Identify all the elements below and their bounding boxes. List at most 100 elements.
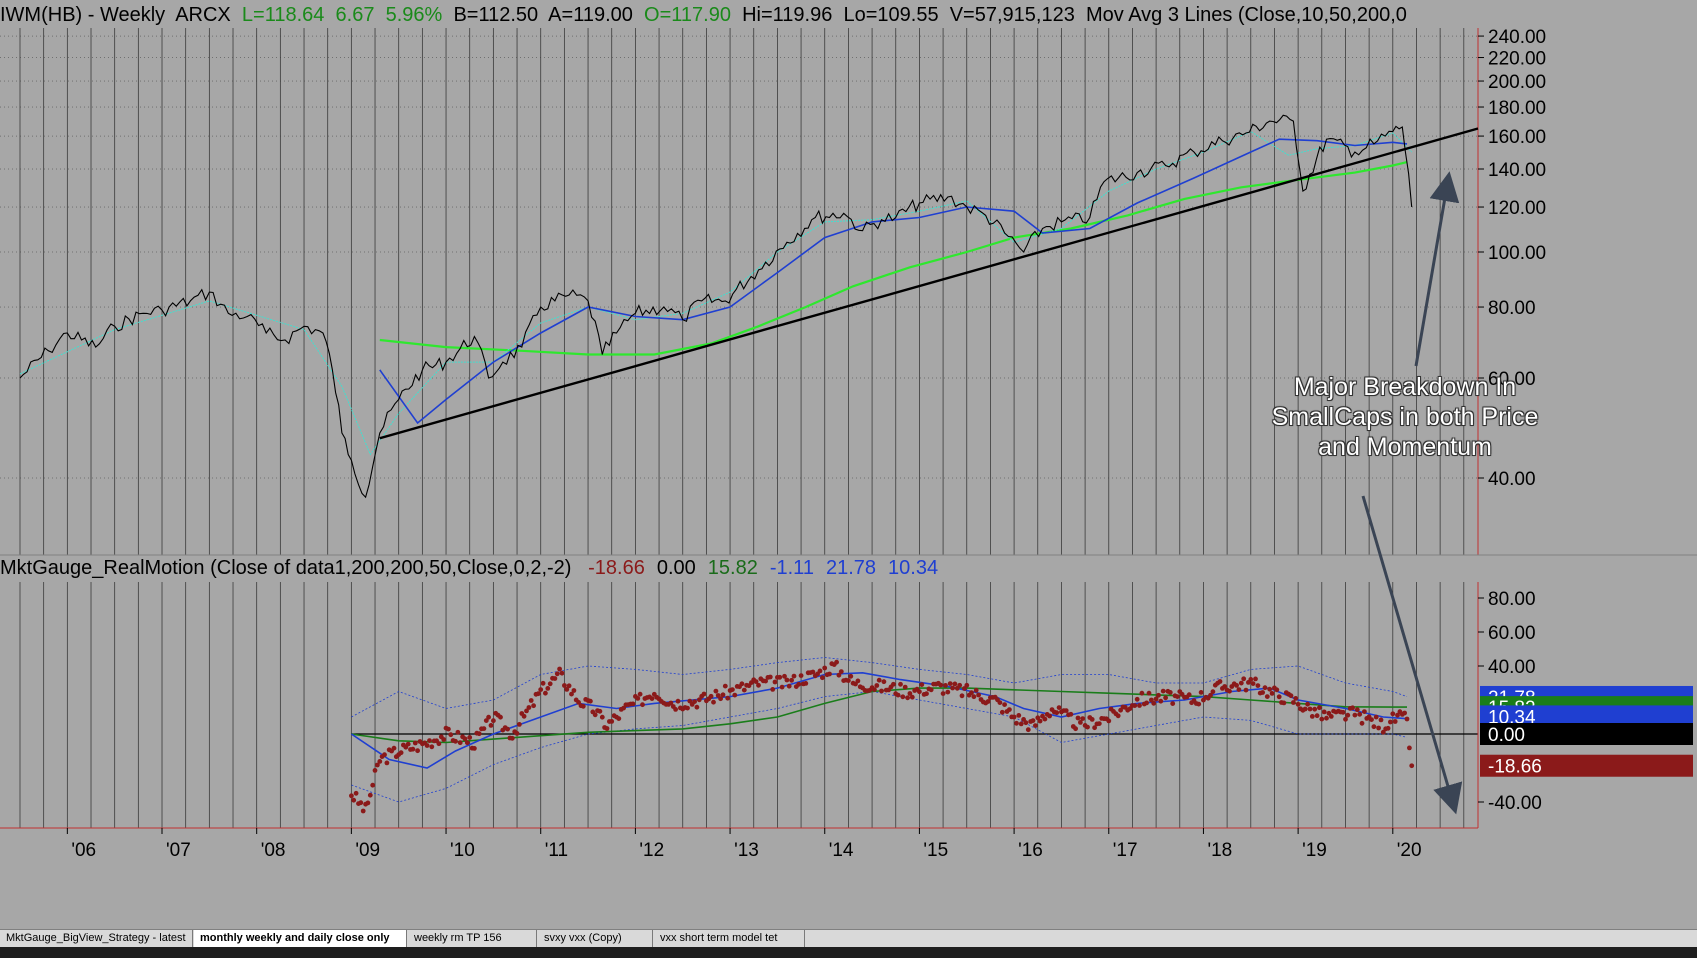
realmotion-dot [739, 681, 745, 687]
realmotion-dot [1274, 687, 1280, 693]
realmotion-dot [1371, 724, 1377, 730]
realmotion-dot [580, 703, 586, 709]
open-price: O=117.90 [644, 4, 731, 26]
realmotion-dot [481, 726, 487, 731]
realmotion-dot [810, 669, 816, 675]
realmotion-dot [777, 674, 783, 680]
realmotion-dot [1085, 724, 1090, 730]
realmotion-dot [1054, 710, 1060, 716]
year-label: '08 [261, 840, 286, 861]
realmotion-dot [943, 683, 948, 688]
value-badge-label: 0.00 [1488, 725, 1525, 746]
realmotion-dot [919, 682, 925, 687]
realmotion-dot [917, 689, 922, 695]
green-line [351, 687, 1407, 744]
realmotion-dot [1227, 688, 1232, 694]
realmotion-dot [997, 700, 1003, 705]
symbol-label: IWM(HB) - Weekly [0, 4, 166, 26]
realmotion-dot [1369, 717, 1374, 722]
realmotion-dot [834, 659, 839, 665]
realmotion-dot [1158, 698, 1164, 704]
lower-band [351, 691, 1408, 803]
realmotion-dot [635, 696, 641, 701]
realmotion-dot [498, 714, 503, 720]
realmotion-dot [753, 679, 759, 684]
realmotion-dot [985, 699, 991, 704]
realmotion-dot [391, 745, 397, 751]
realmotion-dot [1343, 716, 1348, 722]
realmotion-dot [708, 693, 714, 699]
indicator-value: -1.11 [769, 557, 814, 579]
realmotion-dot [1068, 711, 1074, 717]
low-price: Lo=109.55 [843, 4, 939, 26]
realmotion-dot [427, 738, 432, 743]
realmotion-dot [597, 708, 603, 714]
realmotion-dot [1210, 689, 1216, 695]
price-tick-label: 60.00 [1488, 369, 1536, 390]
workspace-tab[interactable]: svxy vxx (Copy) [538, 930, 653, 947]
arrow-to-price [1414, 171, 1460, 367]
realmotion-dot [1293, 696, 1299, 701]
realmotion-dot [535, 691, 541, 697]
price-panel [19, 114, 1479, 499]
realmotion-dot [1253, 676, 1258, 682]
realmotion-dot [576, 700, 581, 705]
realmotion-dot [1262, 685, 1268, 691]
realmotion-dot [1269, 691, 1275, 696]
year-label: '12 [639, 840, 664, 861]
realmotion-dot [1238, 680, 1244, 686]
year-label: '09 [355, 840, 380, 861]
realmotion-dot [464, 740, 470, 746]
realmotion-dot [375, 762, 380, 768]
realmotion-dot [1153, 696, 1159, 702]
annotation-arrows [1361, 171, 1463, 815]
realmotion-dot [1362, 709, 1367, 714]
price-tick-label: 40.00 [1488, 469, 1536, 490]
bid-price: B=112.50 [453, 4, 539, 26]
realmotion-dot [971, 694, 977, 700]
realmotion-dot [377, 759, 383, 764]
realmotion-dot [763, 678, 768, 684]
taskbar-strip [0, 947, 1697, 958]
price-tick-label: 240.00 [1488, 27, 1546, 48]
price-tick-label: 140.00 [1488, 160, 1546, 181]
realmotion-dot [557, 666, 562, 672]
realmotion-dot [1170, 701, 1176, 706]
realmotion-dot [1078, 720, 1083, 725]
realmotion-dot [713, 688, 719, 694]
realmotion-dot [384, 760, 390, 766]
realmotion-dot [782, 673, 787, 679]
realmotion-dot [1404, 716, 1410, 722]
realmotion-dot [1307, 706, 1313, 712]
year-label: '07 [166, 840, 191, 861]
realmotion-dot [1267, 686, 1273, 692]
indicator-value: 0.00 [656, 557, 696, 579]
realmotion-dot [675, 698, 681, 704]
workspace-tab[interactable]: MktGauge_BigView_Strategy - latest [0, 930, 193, 947]
workspace-tab[interactable]: vxx short term model tet [654, 930, 805, 947]
realmotion-dot [483, 718, 489, 723]
year-label: '11 [545, 840, 568, 861]
realmotion-dot [1390, 711, 1396, 717]
realmotion-dot [569, 691, 574, 697]
workspace-tab[interactable]: weekly rm TP 156 [408, 930, 537, 947]
realmotion-dot [1236, 687, 1242, 692]
realmotion-dot [879, 688, 884, 694]
realmotion-dot [367, 792, 373, 798]
arrow-to-indicator [1361, 495, 1463, 815]
indicator-value: -18.66 [588, 557, 645, 579]
realmotion-dot [940, 691, 946, 696]
indicator-tick-label: 40.00 [1488, 657, 1536, 678]
realmotion-dot [1380, 729, 1386, 735]
realmotion-dot [1134, 696, 1140, 702]
realmotion-dot [1276, 694, 1282, 700]
realmotion-dot [711, 699, 716, 705]
workspace-tab[interactable]: monthly weekly and daily close only [194, 930, 407, 947]
study-label: Mov Avg 3 Lines (Close,10,50,200,0 [1085, 4, 1407, 26]
realmotion-dot [1222, 684, 1228, 689]
realmotion-dot [604, 726, 610, 731]
realmotion-dot [514, 731, 520, 736]
realmotion-dot [1260, 690, 1265, 695]
realmotion-dot [1167, 690, 1173, 695]
